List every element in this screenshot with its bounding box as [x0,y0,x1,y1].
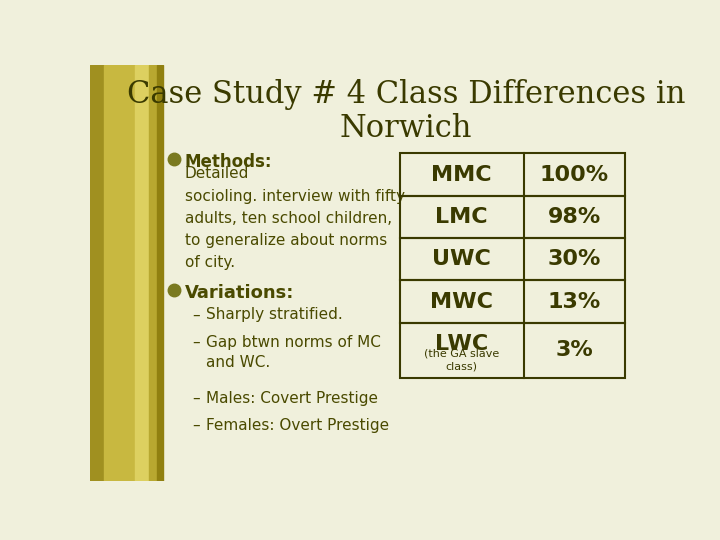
Bar [90,65,104,481]
Text: 3%: 3% [555,341,593,361]
Text: Detailed
socioling. interview with fifty
adults, ten school children,
to general: Detailed socioling. interview with fifty… [184,166,405,270]
Bar [157,65,163,481]
Bar [149,65,157,481]
Text: 98%: 98% [547,207,600,227]
Text: LWC: LWC [435,334,488,354]
Text: Sharply stratified.: Sharply stratified. [206,307,343,322]
Text: –: – [192,335,200,350]
Text: MMC: MMC [431,165,492,185]
Bar [400,153,625,195]
Text: UWC: UWC [433,249,491,269]
Bar [400,238,625,280]
Text: 100%: 100% [539,165,608,185]
Bar [400,323,625,378]
Text: Variations:: Variations: [184,284,294,302]
Text: Methods:: Methods: [184,153,272,171]
Text: 13%: 13% [547,292,600,312]
Text: Females: Overt Prestige: Females: Overt Prestige [206,418,390,433]
Text: –: – [192,390,200,406]
Text: Males: Covert Prestige: Males: Covert Prestige [206,390,378,406]
Text: –: – [192,307,200,322]
Text: MWC: MWC [431,292,493,312]
Bar [135,65,149,481]
Bar [104,65,135,481]
Text: LMC: LMC [436,207,488,227]
Text: (the GA slave
class): (the GA slave class) [424,349,500,372]
Text: Norwich: Norwich [340,112,472,144]
Bar [400,195,625,238]
Text: 30%: 30% [547,249,601,269]
Text: Case Study # 4 Class Differences in: Case Study # 4 Class Differences in [127,79,685,110]
Text: –: – [192,418,200,433]
Text: Gap btwn norms of MC
and WC.: Gap btwn norms of MC and WC. [206,335,381,370]
Bar [400,280,625,323]
